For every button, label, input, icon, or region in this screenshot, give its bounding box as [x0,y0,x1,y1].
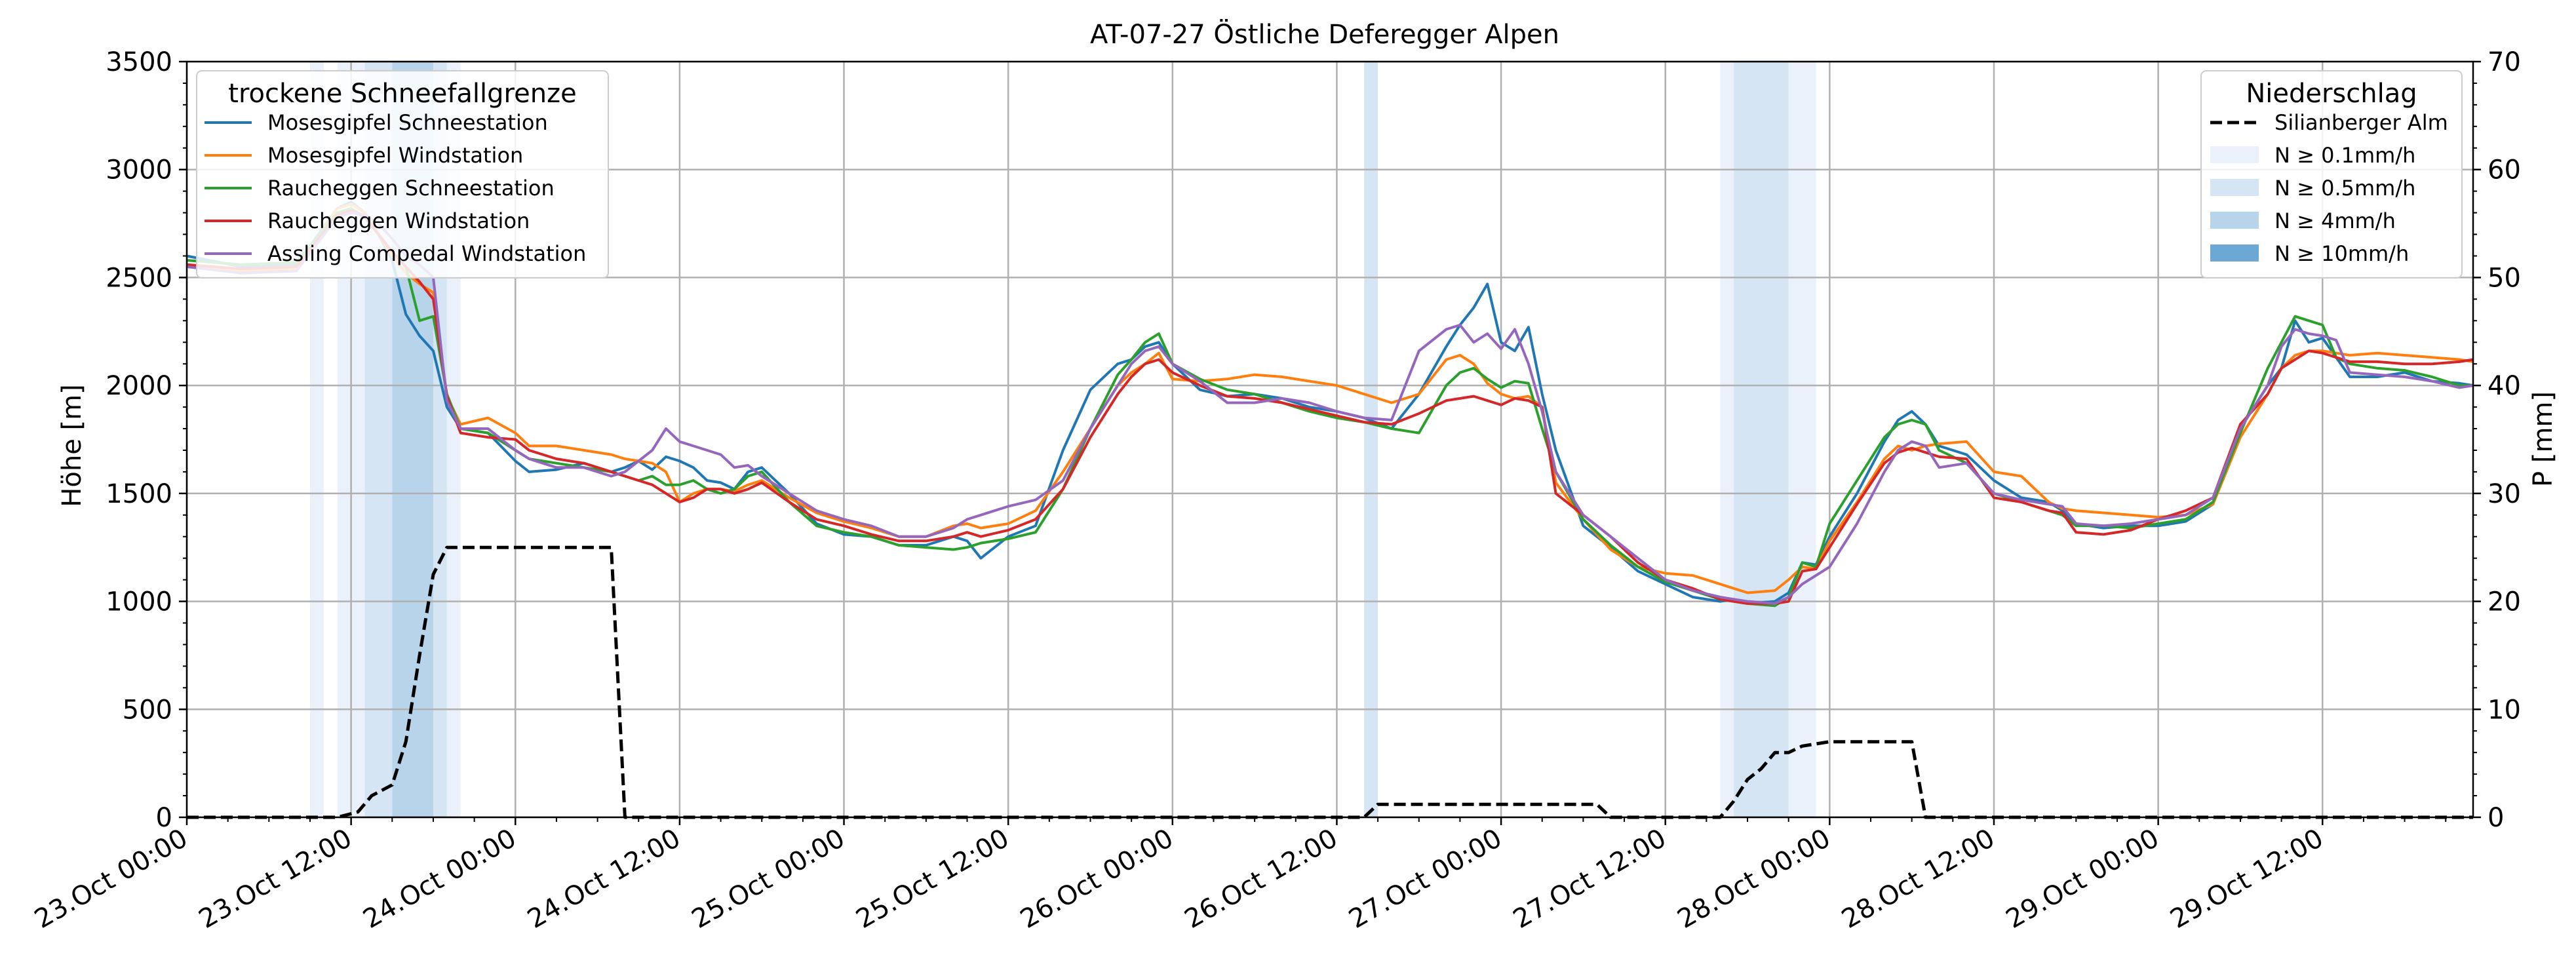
y2-tick-label: 10 [2488,695,2521,725]
x-tick-label: 26.Oct 00:00 [1015,823,1179,935]
legend-entry: Raucheggen Schneestation [267,176,555,201]
plot-frame [185,60,2474,819]
legend-entry: Silianberger Alm [2274,110,2448,135]
y-tick-label: 1500 [106,479,172,509]
legend-swatch [2210,212,2259,229]
legend-swatch [2210,146,2259,163]
y-tick-label: 3500 [106,47,172,77]
legend-swatch [2210,179,2259,196]
legend-entry: Assling Compedal Windstation [267,241,586,266]
legend-swatch [2210,244,2259,262]
legend-entry: N ≥ 0.1mm/h [2274,143,2415,168]
legend-box [2200,70,2463,279]
series-line [187,545,2473,819]
y2-tick-label: 40 [2488,371,2521,401]
y-tick-label: 2500 [106,263,172,293]
x-tick-label: 27.Oct 00:00 [1344,823,1507,935]
legend-title: Niederschlag [2246,79,2417,109]
legend-entry: Mosesgipfel Windstation [267,143,523,168]
x-tick-label: 25.Oct 12:00 [851,823,1014,935]
series-line [186,203,2474,594]
legend-box [196,70,609,279]
x-tick-label: 29.Oct 00:00 [2001,823,2164,935]
x-tick-label: 28.Oct 00:00 [1673,823,1836,935]
series-line [186,211,2474,605]
y-axis-label: Höhe [m] [57,384,87,507]
legend-entry: N ≥ 10mm/h [2274,241,2409,266]
y-tick-label: 500 [123,695,172,725]
series-lines [186,201,2474,819]
x-tick-label: 26.Oct 12:00 [1180,823,1343,935]
precip-band [1364,62,1378,817]
legend-entry: Raucheggen Windstation [267,208,530,233]
legend-entry: N ≥ 0.5mm/h [2274,176,2415,201]
plot-border [185,60,2474,819]
x-tick-label: 23.Oct 12:00 [194,823,357,935]
x-tick-label: 25.Oct 00:00 [687,823,850,935]
x-tick-label: 23.Oct 00:00 [29,823,193,935]
y-tick-label: 2000 [106,371,172,401]
legend-entry: N ≥ 4mm/h [2274,208,2396,233]
y2-tick-label: 70 [2488,47,2521,77]
y-tick-label: 3000 [106,155,172,185]
series-line [186,209,2474,605]
y2-tick-label: 50 [2488,263,2521,293]
y2-tick-label: 60 [2488,155,2521,185]
legend-entry: Mosesgipfel Schneestation [267,110,548,135]
legend-title: trockene Schneefallgrenze [228,79,576,109]
y2-tick-label: 30 [2488,479,2521,509]
x-tick-label: 28.Oct 12:00 [1837,823,2000,935]
precip-band [1720,62,1734,817]
precip-band [1734,62,1789,817]
y2-tick-label: 20 [2488,587,2521,617]
x-tick-label: 27.Oct 12:00 [1508,823,1671,935]
chart-title: AT-07-27 Östliche Deferegger Alpen [1090,18,1559,50]
y-tick-label: 1000 [106,587,172,617]
y-tick-label: 0 [156,803,172,833]
y2-axis-label: P [mm] [2528,391,2558,487]
precip-band [1788,62,1816,817]
x-tick-label: 24.Oct 00:00 [358,823,521,935]
x-tick-label: 29.Oct 12:00 [2165,823,2328,935]
x-tick-label: 24.Oct 12:00 [522,823,686,935]
y2-tick-label: 0 [2488,803,2504,833]
